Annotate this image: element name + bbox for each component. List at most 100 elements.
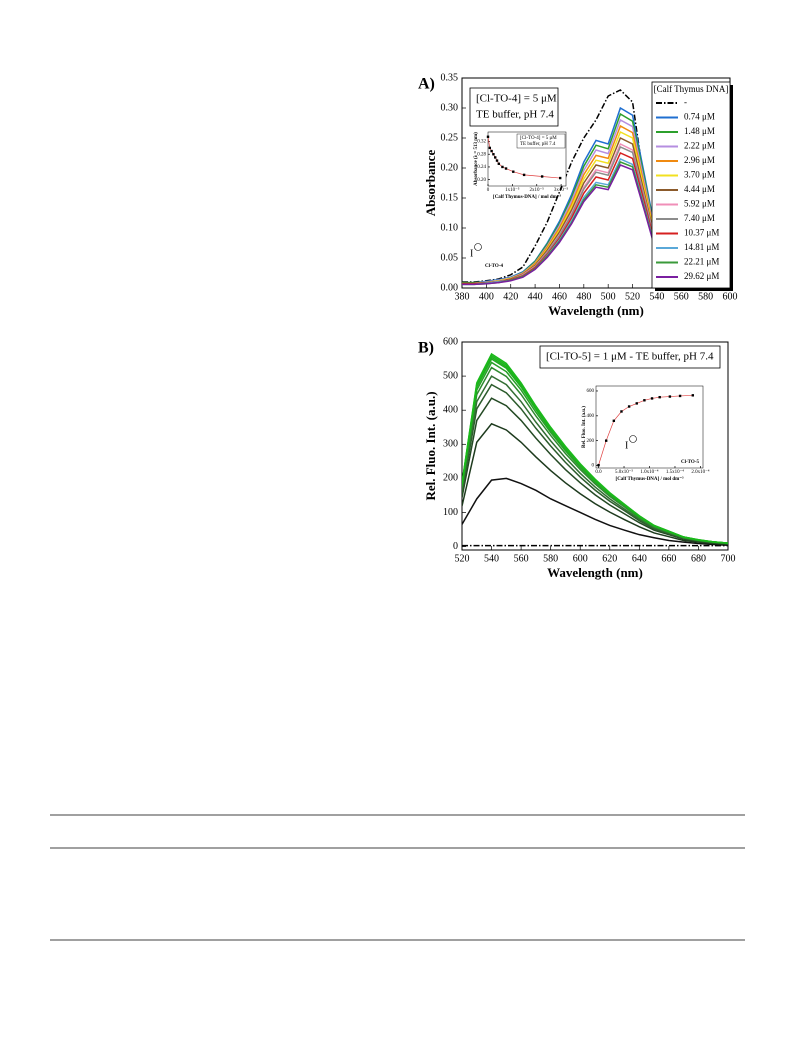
legend-label: 3.70 μM — [684, 170, 715, 180]
x-tick-label: 460 — [552, 291, 567, 302]
panel-label: B) — [418, 340, 434, 357]
annotation: TE buffer, pH 7.4 — [476, 109, 554, 121]
data-point — [540, 175, 544, 178]
data-point — [490, 149, 493, 153]
x-tick-label: 660 — [661, 553, 676, 564]
y-tick-label: 0.20 — [441, 162, 459, 173]
x-tick-label: 580 — [698, 291, 713, 302]
annotation-box — [539, 345, 721, 369]
data-point — [597, 463, 600, 467]
y-axis-label: Rel. Fluo. Int. (a.u.) — [582, 406, 587, 448]
data-point — [643, 399, 646, 402]
data-point — [486, 135, 490, 138]
x-tick-label: 5.0x10⁻⁵ — [615, 469, 633, 475]
legend-label: 10.37 μM — [684, 228, 719, 238]
x-tick-label: 620 — [602, 553, 617, 564]
charge-symbol — [474, 243, 482, 251]
x-axis-label: Wavelength (nm) — [548, 303, 644, 318]
charge-symbol — [629, 435, 637, 443]
legend-box — [651, 81, 731, 289]
x-tick-label: 0 — [487, 188, 490, 193]
counterion: I — [470, 248, 473, 259]
data-line — [598, 394, 693, 466]
y-tick-label: 0.30 — [441, 102, 459, 113]
legend-label: 29.62 μM — [684, 271, 719, 281]
y-tick-label: 0.25 — [441, 132, 459, 143]
x-tick-label: 420 — [503, 291, 518, 302]
y-tick-label: 0.24 — [477, 165, 486, 170]
x-tick-label: 640 — [632, 553, 647, 564]
y-tick-label: 0.20 — [477, 178, 486, 183]
legend-label: 2.22 μM — [684, 141, 715, 151]
legend-label: 5.92 μM — [684, 199, 715, 209]
data-line — [462, 477, 728, 546]
x-tick-label: 600 — [723, 291, 738, 302]
x-tick-label: 560 — [514, 553, 529, 564]
data-point — [635, 402, 638, 405]
legend-label: - — [684, 97, 687, 107]
chart: 0.0 5.0x10⁻⁵ 1.0x10⁻⁴ 1.5x10⁻⁴ 2.0x10⁻⁴ 0 200 4… — [582, 385, 710, 482]
x-axis-label: Wavelength (nm) — [547, 565, 643, 580]
document-rules — [50, 814, 745, 941]
data-point — [612, 419, 616, 422]
y-tick-label: 0.32 — [477, 140, 486, 145]
x-tick-label: 440 — [528, 291, 543, 302]
x-axis-label: [Calf Thymus-DNA] / mol dm⁻³ — [493, 194, 561, 200]
y-tick-label: 200 — [587, 439, 595, 444]
x-tick-label: 580 — [543, 553, 558, 564]
x-tick-label: 380 — [455, 291, 470, 302]
legend-label: 14.81 μM — [684, 242, 719, 252]
y-tick-label: 300 — [443, 439, 458, 450]
y-tick-label: 100 — [443, 507, 458, 518]
x-tick-label: 680 — [691, 553, 706, 564]
y-axis-label: Absorbance (λ = 513 nm) — [474, 132, 479, 186]
data-point — [658, 395, 661, 399]
y-tick-label: 600 — [587, 389, 595, 394]
plot-frame — [595, 385, 704, 469]
x-tick-label: 520 — [625, 291, 640, 302]
chart: 0 1x10⁻⁵ 2x10⁻⁵ 3x10⁻⁵ 0.20 0.24 0.28 0.32 [Calf… — [474, 131, 569, 200]
y-tick-label: 0.35 — [441, 72, 459, 83]
x-tick-label: 2.0x10⁻⁴ — [691, 469, 709, 475]
structure-label: Cl-TO-5 — [681, 460, 699, 465]
x-tick-label: 500 — [601, 291, 616, 302]
panel-label: A) — [418, 76, 435, 93]
legend-label: 0.74 μM — [684, 112, 715, 122]
y-tick-label: 200 — [443, 473, 458, 484]
x-tick-label: 3x10⁻⁵ — [554, 187, 569, 193]
data-line — [462, 352, 728, 544]
data-point — [558, 176, 562, 180]
x-tick-label: 1.0x10⁻⁴ — [640, 469, 658, 475]
structure-label: Cl-TO-4 — [485, 264, 503, 269]
y-tick-label: 0.10 — [441, 222, 459, 233]
data-line — [462, 422, 728, 546]
x-tick-label: 1x10⁻⁵ — [505, 187, 520, 193]
data-point — [497, 162, 501, 165]
x-tick-label: 1.5x10⁻⁴ — [666, 469, 684, 475]
x-tick-label: 520 — [455, 553, 470, 564]
y-tick-label: 0 — [453, 541, 458, 552]
x-tick-label: 600 — [573, 553, 588, 564]
y-tick-label: 500 — [443, 370, 458, 381]
y-tick-label: 0.28 — [477, 152, 486, 157]
annotation: [Cl-TO-4] = 5 μM — [476, 93, 557, 105]
y-axis-label: Rel. Fluo. Int. (a.u.) — [423, 391, 438, 500]
data-point — [504, 167, 508, 170]
data-point — [492, 153, 495, 156]
data-point — [522, 173, 526, 177]
y-tick-label: 0.05 — [441, 252, 459, 263]
counterion: I — [625, 440, 628, 451]
data-point — [604, 439, 608, 442]
data-point — [668, 395, 672, 398]
x-tick-label: 560 — [674, 291, 689, 302]
data-point — [501, 165, 504, 169]
x-axis-label: [Calf Thymus-DNA] / mol dm⁻³ — [616, 476, 684, 482]
x-tick-label: 0.0 — [595, 470, 602, 475]
x-tick-label: 700 — [721, 553, 736, 564]
annotation: [Cl-TO-5] = 1 μM - TE buffer, pH 7.4 — [546, 351, 714, 363]
legend-label: 7.40 μM — [684, 213, 715, 223]
y-axis-label: Absorbance — [423, 150, 438, 217]
y-tick-label: 0 — [592, 464, 595, 469]
annotation: [Cl-TO-4] = 5 μM — [520, 136, 557, 141]
